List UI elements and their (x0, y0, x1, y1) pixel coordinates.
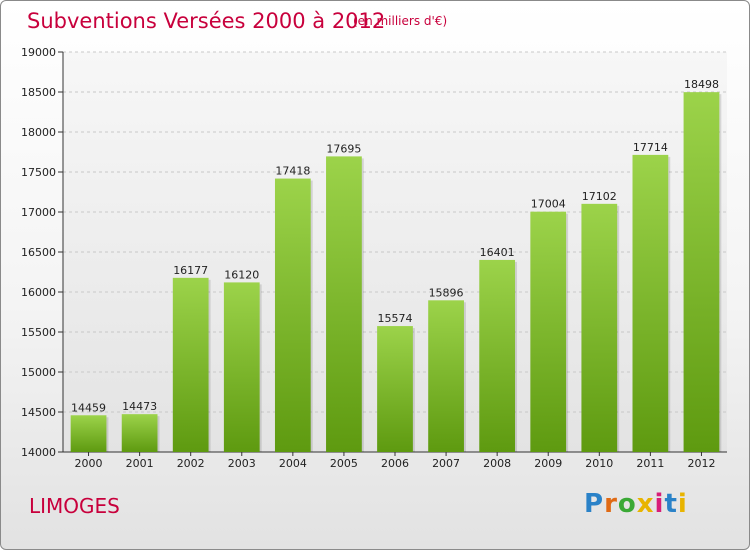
y-tick-label: 14000 (21, 446, 56, 459)
chart-subtitle: (en milliers d'€) (353, 14, 448, 28)
x-tick-label-2002: 2002 (177, 457, 205, 470)
bar-2006 (377, 326, 413, 452)
bar-2002 (172, 277, 209, 452)
bar-2010 (581, 203, 618, 452)
x-tick-label-2000: 2000 (75, 457, 103, 470)
value-label-2008: 16401 (480, 246, 515, 259)
value-label-2003: 16120 (224, 268, 259, 281)
value-label-2007: 15896 (429, 286, 464, 299)
x-tick-label-2001: 2001 (126, 457, 154, 470)
y-tick-label: 15000 (21, 366, 56, 379)
y-tick-label: 18500 (21, 86, 56, 99)
proxiti-logo[interactable]: Proxiti (584, 489, 688, 519)
y-tick-label: 18000 (21, 126, 56, 139)
x-tick-label-2006: 2006 (381, 457, 409, 470)
bar-2003 (223, 282, 260, 452)
city-name: LIMOGES (29, 494, 120, 518)
value-label-2011: 17714 (633, 141, 668, 154)
bar-2005 (326, 156, 362, 452)
x-tick-label-2004: 2004 (279, 457, 307, 470)
value-label-2010: 17102 (582, 190, 617, 203)
value-label-2002: 16177 (173, 264, 208, 277)
value-label-2001: 14473 (122, 400, 157, 413)
y-tick-label: 19000 (21, 46, 56, 59)
x-tick-label-2009: 2009 (534, 457, 562, 470)
x-tick-label-2003: 2003 (228, 457, 256, 470)
y-tick-label: 16500 (21, 246, 56, 259)
bars (70, 92, 722, 452)
bar-2012 (683, 92, 720, 452)
bar-2000 (70, 415, 107, 452)
data-labels: 14459 14473 16177 16120 17418 17695 15574 15896… (71, 78, 719, 414)
y-tick-label: 16000 (21, 286, 56, 299)
value-label-2012: 18498 (684, 78, 719, 91)
x-tick-label-2005: 2005 (330, 457, 358, 470)
chart-title: Subventions Versées 2000 à 2012 (27, 9, 386, 33)
value-label-2004: 17418 (275, 165, 310, 178)
y-tick-label: 14500 (21, 406, 56, 419)
value-label-2000: 14459 (71, 401, 106, 414)
x-tick-label-2011: 2011 (636, 457, 664, 470)
value-label-2005: 17695 (326, 142, 361, 155)
value-label-2006: 15574 (378, 312, 413, 325)
y-tick-label: 17500 (21, 166, 56, 179)
bar-2007 (428, 300, 464, 452)
y-tick-label: 15500 (21, 326, 56, 339)
bar-2009 (530, 211, 567, 452)
bar-2004 (274, 178, 311, 452)
y-tick-label: 17000 (21, 206, 56, 219)
x-tick-label-2008: 2008 (483, 457, 511, 470)
bar-2011 (632, 154, 669, 452)
value-label-2009: 17004 (531, 198, 566, 211)
axes: 14000 14500 15000 15500 16000 16500 17000 17500… (21, 46, 727, 470)
x-tick-label-2007: 2007 (432, 457, 460, 470)
bar-2001 (121, 414, 158, 452)
bar-2008 (479, 259, 516, 452)
x-tick-label-2010: 2010 (585, 457, 613, 470)
x-tick-label-2012: 2012 (687, 457, 715, 470)
